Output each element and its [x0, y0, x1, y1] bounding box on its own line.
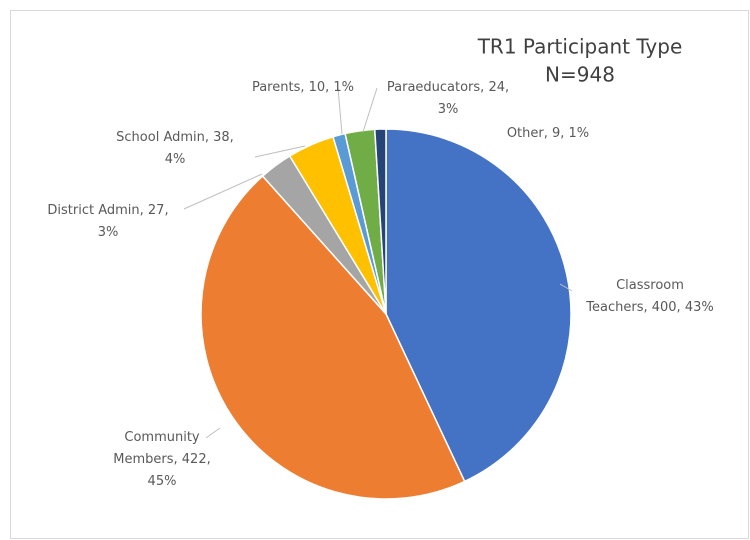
chart-title: TR1 Participant Type	[477, 35, 683, 59]
data-label: Community Members, 422, 45%	[113, 430, 210, 489]
pie-slice	[373, 128, 387, 315]
chart-subtitle: N=948	[545, 63, 615, 87]
leader-line	[183, 173, 263, 210]
data-label: Other, 9, 1%	[507, 126, 589, 141]
data-label: Paraeducators, 24, 3%	[387, 80, 509, 117]
leader-line	[205, 427, 221, 439]
data-label: Classroom Teachers, 400, 43%	[585, 278, 713, 315]
leader-line	[559, 283, 573, 292]
data-label: District Admin, 27, 3%	[47, 203, 168, 240]
data-label: Parents, 10, 1%	[252, 80, 354, 95]
pie-slice	[385, 128, 572, 483]
leader-line	[362, 87, 378, 133]
data-label: School Admin, 38, 4%	[116, 130, 234, 167]
pie-slice	[200, 175, 466, 500]
leader-line	[337, 87, 343, 135]
leader-line	[254, 145, 306, 158]
